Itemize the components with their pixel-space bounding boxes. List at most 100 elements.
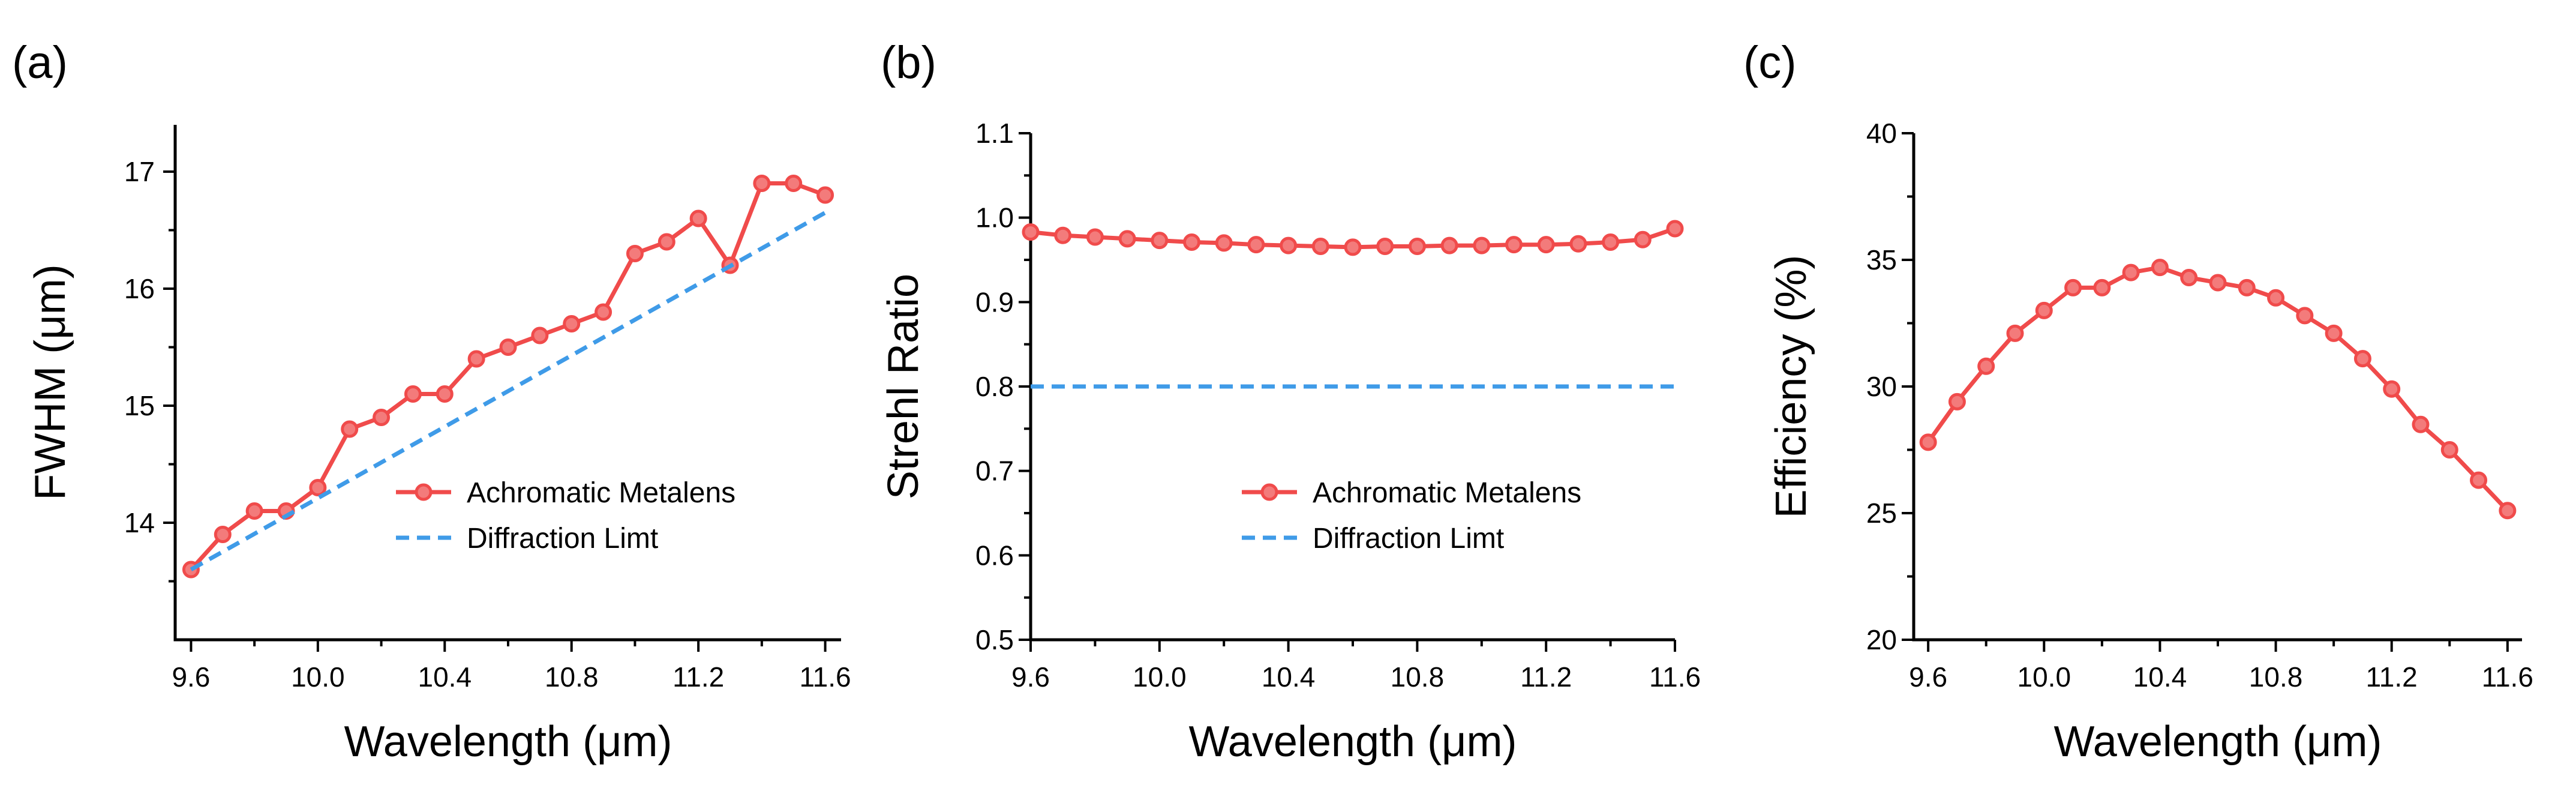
data-point (1505, 236, 1523, 254)
data-point (689, 209, 707, 227)
y-tick-label: 0.5 (975, 624, 1014, 655)
data-point (2209, 274, 2227, 292)
data-point (1183, 233, 1200, 251)
y-tick-label: 0.8 (975, 371, 1014, 402)
y-tick-label: 40 (1866, 118, 1897, 149)
x-tick-label: 10.0 (2017, 661, 2071, 693)
data-point (1118, 230, 1136, 248)
data-point (816, 186, 834, 204)
x-tick-label: 10.4 (1262, 661, 1316, 693)
x-axis-title: Wavelength (μm) (1189, 718, 1517, 766)
y-axis-title: Strehl Ratio (879, 274, 927, 499)
x-tick-label: 9.6 (172, 661, 210, 693)
data-point (2267, 289, 2285, 307)
data-point (341, 420, 359, 438)
data-point (2151, 259, 2169, 277)
series-line (1926, 265, 2509, 513)
data-point (373, 409, 391, 426)
legend-marker (1260, 483, 1278, 501)
data-point (1473, 236, 1491, 254)
data-point (2180, 269, 2198, 287)
data-point (2383, 380, 2401, 398)
data-point (309, 479, 327, 496)
y-tick-label: 15 (124, 390, 155, 421)
data-point (563, 315, 581, 332)
data-point (2238, 278, 2256, 296)
data-point (1666, 220, 1684, 238)
data-point (1376, 237, 1394, 255)
y-tick-label: 0.7 (975, 456, 1014, 487)
data-point (2035, 301, 2053, 319)
y-tick-label: 14 (124, 507, 155, 538)
y-tick-label: 1.0 (975, 202, 1014, 233)
diffraction-limit-line (190, 211, 827, 572)
data-point (1440, 236, 1458, 254)
y-tick-label: 1.1 (975, 118, 1014, 149)
data-point (2412, 415, 2430, 433)
legend-marker (415, 483, 433, 501)
data-point (531, 326, 549, 344)
data-point (1247, 236, 1265, 254)
y-axis-title: FWHM (μm) (26, 264, 74, 500)
data-point (1344, 238, 1362, 256)
x-tick-label: 11.6 (2482, 661, 2533, 693)
data-point (1215, 234, 1233, 252)
data-point (1054, 226, 1072, 244)
x-tick-label: 10.0 (1133, 661, 1187, 693)
legend-label: Achromatic Metalens (1313, 477, 1581, 509)
panel-label: (c) (1743, 37, 1797, 88)
y-tick-label: 30 (1866, 371, 1897, 402)
x-tick-label: 10.8 (1391, 661, 1445, 693)
x-tick-label: 10.8 (545, 661, 599, 693)
x-tick-label: 11.2 (2366, 661, 2418, 693)
panel-c: (c) 9.6 10.0 10.4 10.8 11.2 11.6 20 25 30 35 40 Wave… (1743, 37, 2533, 766)
data-point (214, 526, 232, 543)
data-point (1151, 232, 1169, 250)
data-point (1408, 237, 1426, 255)
panel-b: (b) 9.6 10.0 10.4 10.8 11.2 11.6 0.5 0.6 0.7 0.8 0.… (879, 37, 1701, 766)
x-tick-label: 9.6 (1011, 661, 1050, 693)
data-point (2122, 263, 2140, 281)
data-point (245, 502, 263, 520)
y-tick-label: 25 (1866, 498, 1897, 529)
legend-label: Diffraction Limt (1313, 523, 1504, 555)
data-point (2325, 324, 2343, 342)
y-tick-label: 17 (124, 156, 155, 187)
data-point (1537, 236, 1555, 254)
panel-label: (a) (12, 37, 68, 88)
panel-label: (b) (881, 37, 936, 88)
data-point (595, 303, 613, 321)
y-tick-label: 0.9 (975, 286, 1014, 317)
data-point (657, 233, 675, 251)
data-point (499, 338, 517, 356)
x-tick-label: 11.6 (800, 661, 851, 693)
data-point (2006, 324, 2024, 342)
data-point (1569, 235, 1587, 253)
x-tick-label: 10.4 (418, 661, 472, 693)
legend-label: Diffraction Limt (467, 523, 658, 555)
x-tick-label: 11.2 (1520, 661, 1572, 693)
data-point (1086, 228, 1104, 246)
data-point (2064, 278, 2082, 296)
data-point (1602, 233, 1620, 251)
data-point (1022, 223, 1040, 241)
data-point (2440, 441, 2458, 459)
data-point (436, 385, 454, 403)
panel-a: (a) 9.6 10.0 10.4 10.8 11.2 11.6 14 15 16 17 Wavele… (12, 37, 851, 766)
data-point (1280, 236, 1298, 254)
x-tick-label: 10.4 (2133, 661, 2187, 693)
data-point (1919, 433, 1937, 451)
y-tick-label: 35 (1866, 244, 1897, 275)
data-point (404, 385, 422, 403)
axis-frame (1912, 133, 2522, 642)
x-tick-label: 11.2 (672, 661, 724, 693)
axis-frame (173, 125, 841, 642)
x-axis-title: Wavelength (μm) (344, 718, 672, 766)
data-point (1977, 357, 1995, 375)
data-point (785, 175, 803, 192)
y-tick-label: 20 (1866, 624, 1897, 655)
data-point (626, 245, 644, 262)
data-point (1634, 230, 1652, 248)
data-point (2093, 278, 2111, 296)
